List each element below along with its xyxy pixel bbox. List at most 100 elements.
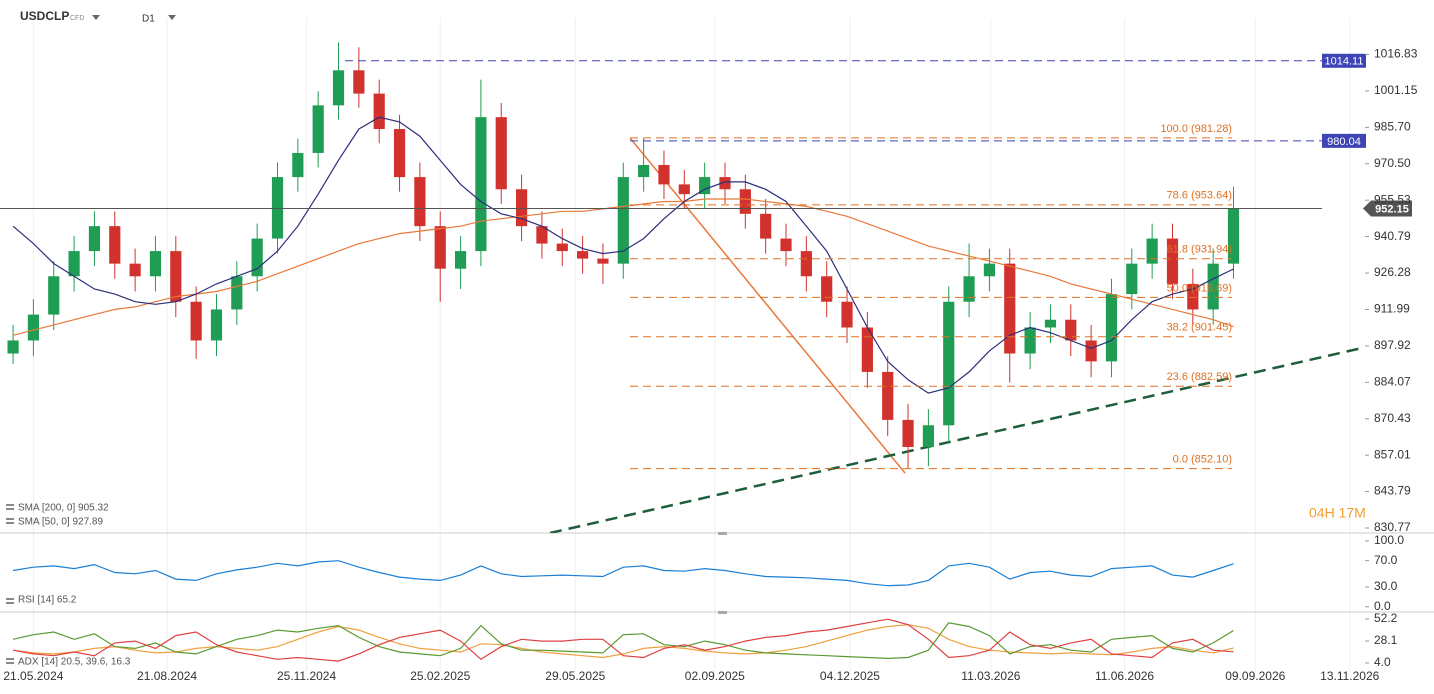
x-tick-label: 11.06.2026 [1095,669,1154,683]
candle-body [1166,238,1179,284]
candle-body [638,164,650,178]
candle-body [495,117,507,190]
resize-handle[interactable] [718,611,727,614]
y-tick-label: 884.07 [1374,374,1411,388]
indicator-line [12,198,1234,336]
candle-body [414,177,426,227]
y-tick-label: 100.0 [1374,533,1404,547]
candle-body [983,263,996,277]
fib-label: 23.6 (882.59) [1167,371,1232,383]
legend-icon [6,602,14,604]
candle-body [1065,319,1077,341]
candle-body [760,213,772,239]
y-tick-label: 857.01 [1374,447,1411,461]
y-tick-label: 897.92 [1374,338,1411,352]
candle-body [1004,263,1016,354]
candle-body [963,276,975,302]
legend-icon [6,662,14,664]
y-tick-label: 911.99 [1374,302,1410,316]
y-tick-label: 0.0 [1374,599,1391,613]
instrument-type: CFD [70,15,84,22]
y-tick-label: 926.28 [1374,265,1411,279]
candle-body [1126,263,1138,295]
candle-body [780,238,792,252]
interval[interactable]: D1 [142,14,155,25]
y-tick-label: 1001.15 [1374,83,1418,97]
candle-body [719,177,731,190]
candle-body [1187,283,1199,310]
legend-entry: RSI [14] 65.2 [18,595,77,606]
interval-dropdown[interactable] [168,15,176,20]
candle-body [861,327,873,372]
candle-body [1085,340,1097,362]
fib-label: 50.0 (916.69) [1167,282,1232,294]
y-tick-label: 970.50 [1374,156,1411,170]
price-badge-label: 980.04 [1327,136,1361,148]
x-tick-label: 25.11.2024 [277,669,336,683]
candle-body [821,276,833,302]
candle-body [841,301,853,328]
overlay-labels: 100.0 (981.28) 78.6 (953.64) 61.8 (931.94)… [0,53,1412,466]
indicator-line [12,622,1234,660]
legend-icon [6,518,14,520]
candle-body [922,425,934,447]
candle-body [170,251,182,302]
symbol-dropdown[interactable] [92,15,100,20]
y-tick-label: 4.0 [1374,655,1391,669]
candle-body [882,371,894,420]
candle-body [271,177,284,239]
x-tick-label: 29.05.2025 [545,669,605,683]
y-tick-label: 30.0 [1374,579,1398,593]
legend-icon [6,504,14,506]
legend-icon [6,522,14,524]
candle-body [353,70,365,94]
legend-entry: SMA [200, 0] 905.32 [18,503,109,514]
price-badge [1363,200,1412,217]
candle-body [1227,208,1240,264]
fib-label: 38.2 (901.45) [1167,322,1232,334]
price-badge-label: 952.15 [1375,203,1409,215]
x-tick-label: 11.03.2026 [961,669,1020,683]
fib-label: 100.0 (981.28) [1160,123,1232,135]
countdown: 04H 17M [1309,505,1366,521]
fib-label: 0.0 (852.10) [1173,454,1232,466]
candle-body [658,164,670,185]
candle-body [536,226,548,244]
candle-body [231,276,243,310]
candle-body [251,238,263,277]
candle-body [312,105,324,153]
support-trendline [549,346,1363,533]
legend-icon [6,508,14,510]
price-badge-label: 1014.11 [1325,56,1364,68]
x-tick-label: 09.09.2026 [1225,669,1285,683]
x-tick-label: 04.12.2025 [820,669,880,683]
candle-body [48,276,60,315]
legend-icon [6,598,14,600]
candle-body [475,117,487,252]
x-tick-label: 25.02.2025 [410,669,470,683]
price-badge [1322,53,1366,68]
drawn-trendline [629,137,906,474]
candle-body [292,152,304,178]
x-tick-label: 02.09.2025 [685,669,745,683]
candle-body [678,184,690,195]
candle-body [1024,327,1036,354]
candle-body [434,226,446,269]
resize-handle[interactable] [718,532,727,535]
candle-body [454,251,467,269]
candle-body [7,340,19,354]
y-tick-label: 985.70 [1374,120,1411,134]
x-tick-label: 13.11.2026 [1320,669,1379,683]
candle-body [109,226,121,264]
indicator-panels [12,560,1234,662]
symbol[interactable]: USDCLP [20,9,69,23]
candle-body [190,301,202,341]
indicator-line [12,116,1234,394]
price-panel [7,42,1363,533]
y-tick-label: 940.79 [1374,229,1411,243]
y-tick-label: 955.53 [1374,192,1411,206]
candle-body [1044,319,1057,328]
indicator-line [12,618,1234,662]
fib-label: 61.8 (931.94) [1167,244,1232,256]
